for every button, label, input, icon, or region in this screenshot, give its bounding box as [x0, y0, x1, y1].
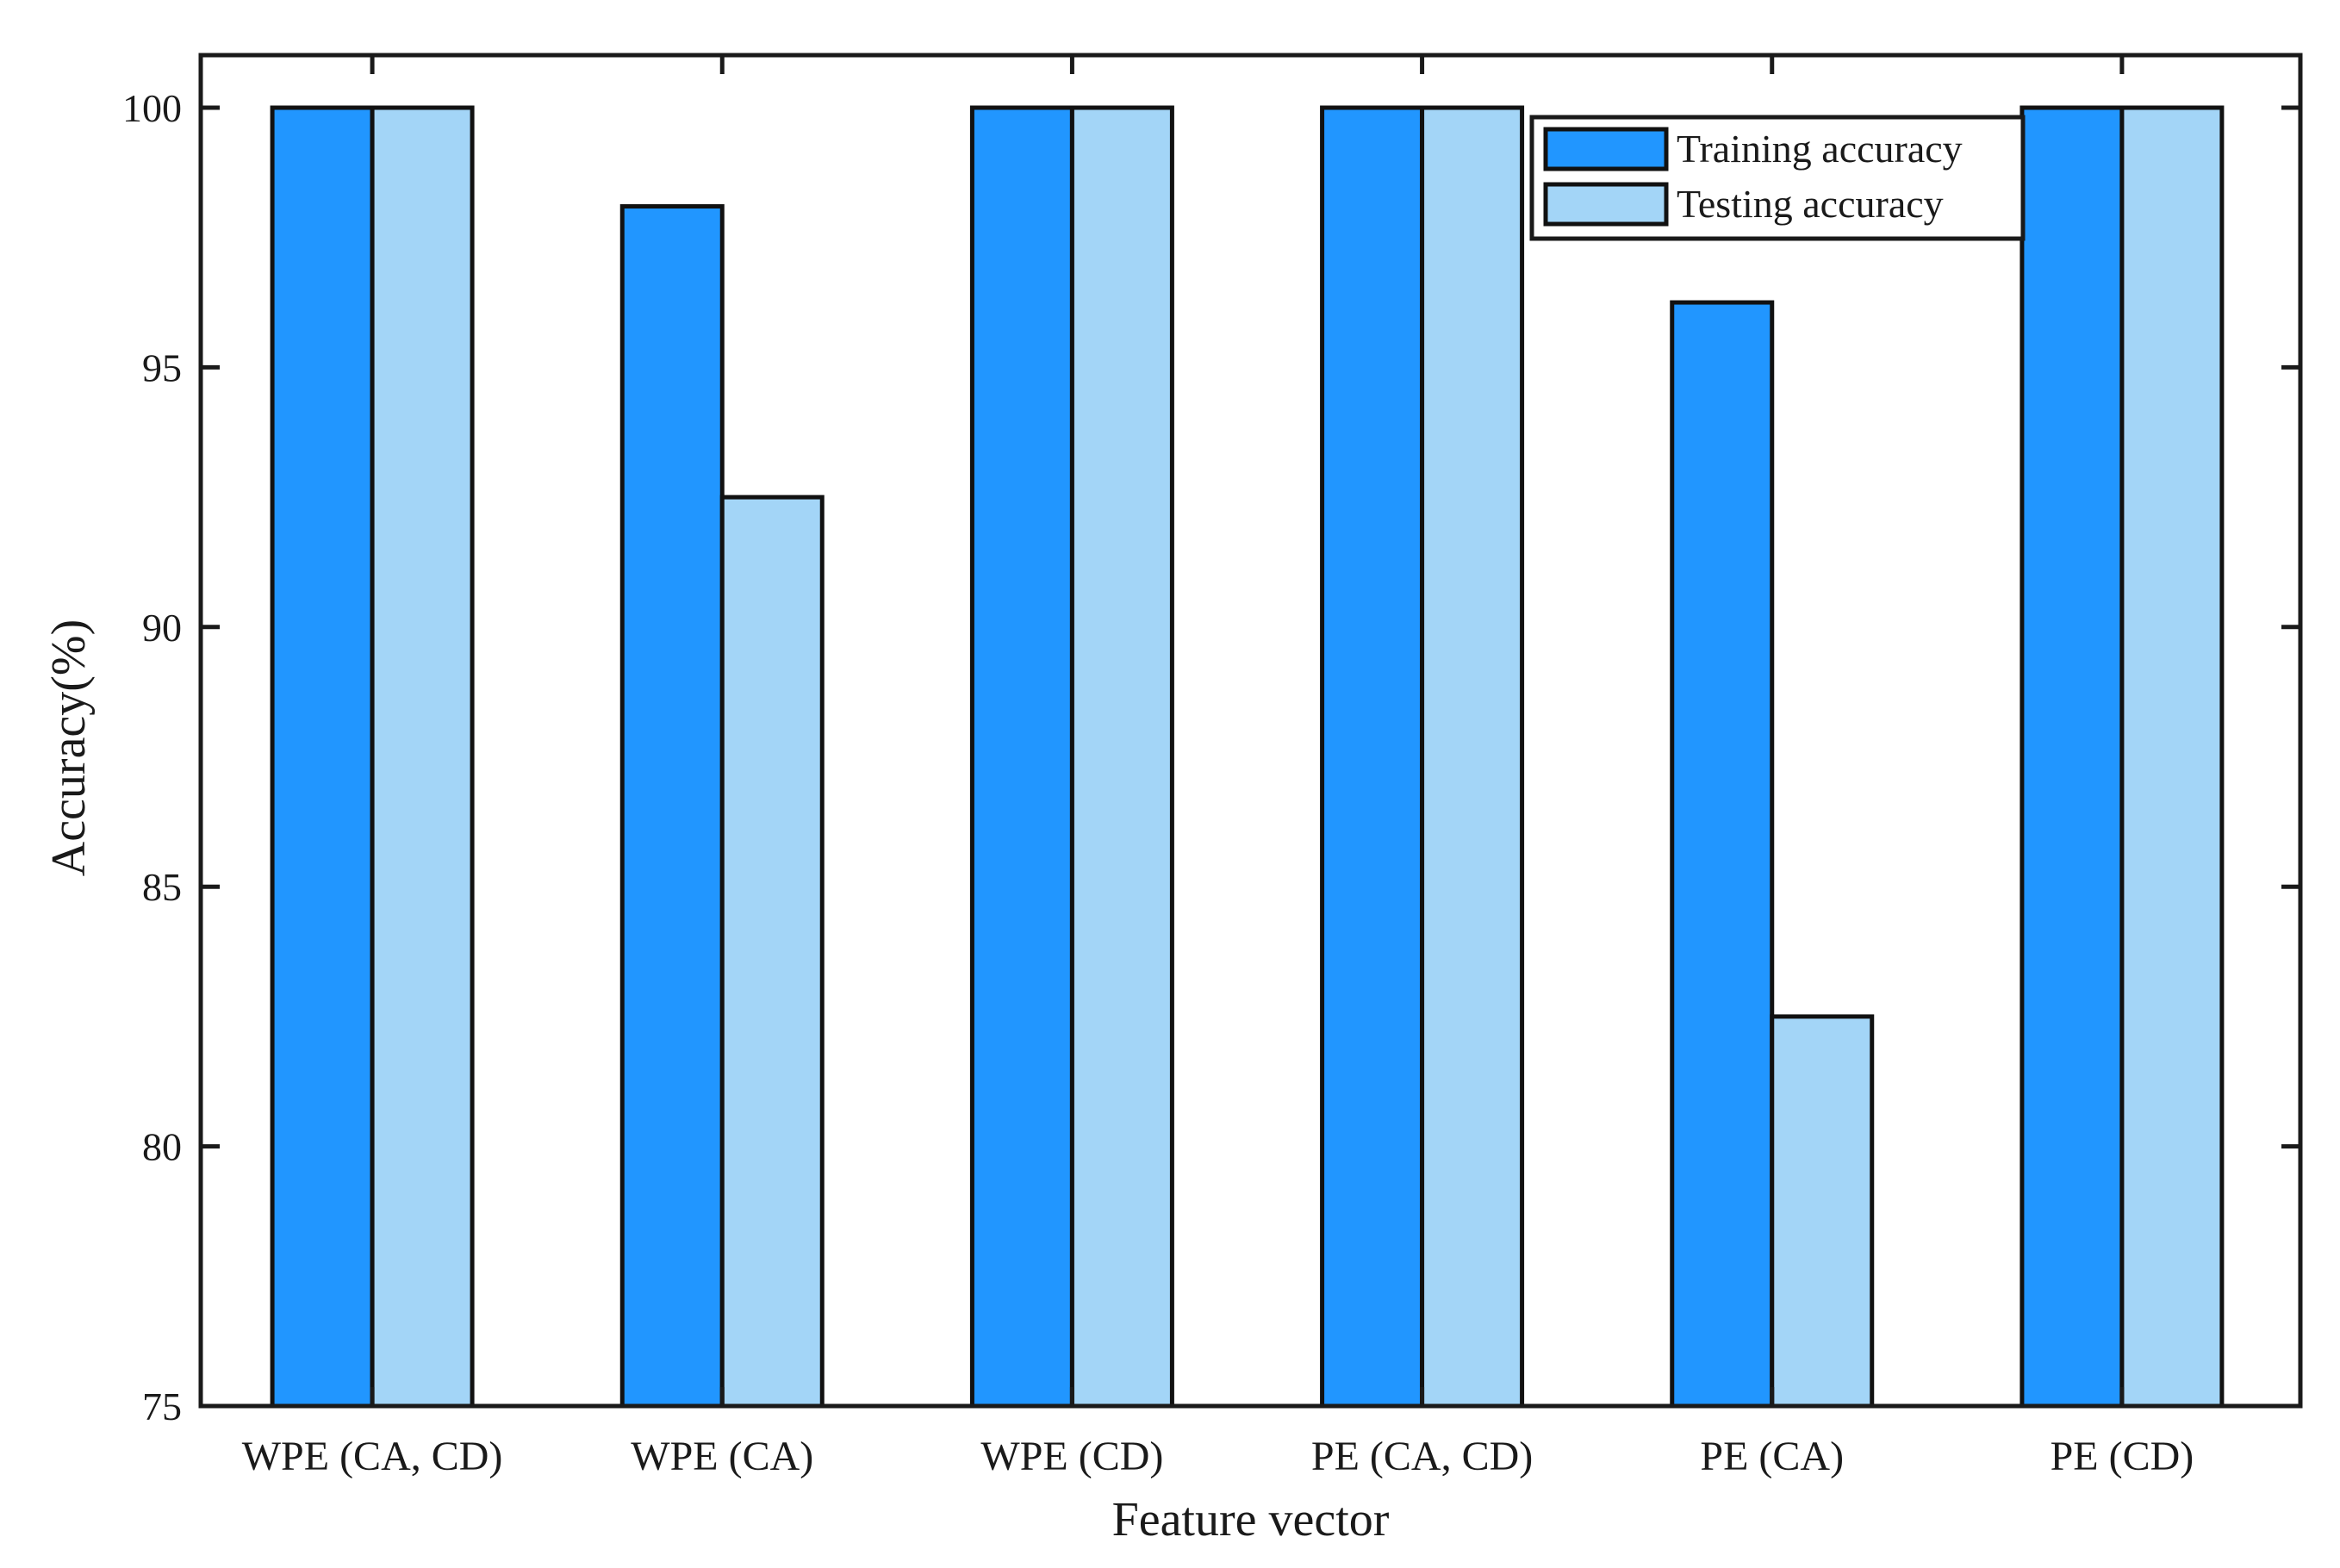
- x-axis-title: Feature vector: [1112, 1493, 1390, 1546]
- bar-training-1: [619, 204, 725, 1409]
- labels-layer: WPE (CA, CD) WPE (CA) WPE (CD) PE (CA, CD) P…: [122, 86, 2194, 1479]
- plot-frame: [198, 53, 2303, 1409]
- bar-training-2: [969, 105, 1074, 1409]
- y-tick-label-3: 90: [142, 606, 182, 650]
- bar-training-3: [1320, 105, 1425, 1409]
- y-tick-label-4: 95: [142, 345, 182, 389]
- bar-testing-5: [2119, 105, 2225, 1409]
- y-tick-label-1: 80: [142, 1125, 182, 1169]
- x-tick-label-4: PE (CA): [1700, 1434, 1844, 1479]
- x-tick-label-5: PE (CD): [2051, 1434, 2194, 1479]
- bar-training-5: [2019, 105, 2125, 1409]
- legend-swatch-testing: [1543, 182, 1669, 227]
- y-axis-title: Accuracy(%): [42, 619, 96, 876]
- x-tick-label-2: WPE (CD): [980, 1434, 1163, 1479]
- x-tick-label-3: PE (CA, CD): [1311, 1434, 1533, 1479]
- legend: Training accuracy Testing accuracy: [1529, 115, 2026, 241]
- bar-testing-1: [719, 495, 825, 1409]
- bar-testing-2: [1069, 105, 1174, 1409]
- bar-training-0: [270, 105, 375, 1409]
- bar-training-4: [1670, 300, 1775, 1409]
- legend-label-testing: Testing accuracy: [1677, 182, 1944, 226]
- ticks-layer: [201, 55, 2300, 1409]
- x-tick-label-0: WPE (CA, CD): [242, 1434, 503, 1479]
- x-tick-label-1: WPE (CA): [631, 1434, 813, 1479]
- legend-swatch-training: [1543, 127, 1669, 171]
- bars-layer: [270, 105, 2225, 1409]
- bar-testing-4: [1770, 1014, 1875, 1409]
- y-tick-label-5: 100: [122, 86, 182, 130]
- bar-testing-3: [1420, 105, 1525, 1409]
- y-tick-label-2: 85: [142, 865, 182, 909]
- legend-label-training: Training accuracy: [1677, 127, 1963, 171]
- y-tick-label-0: 75: [142, 1384, 182, 1428]
- bar-testing-0: [370, 105, 475, 1409]
